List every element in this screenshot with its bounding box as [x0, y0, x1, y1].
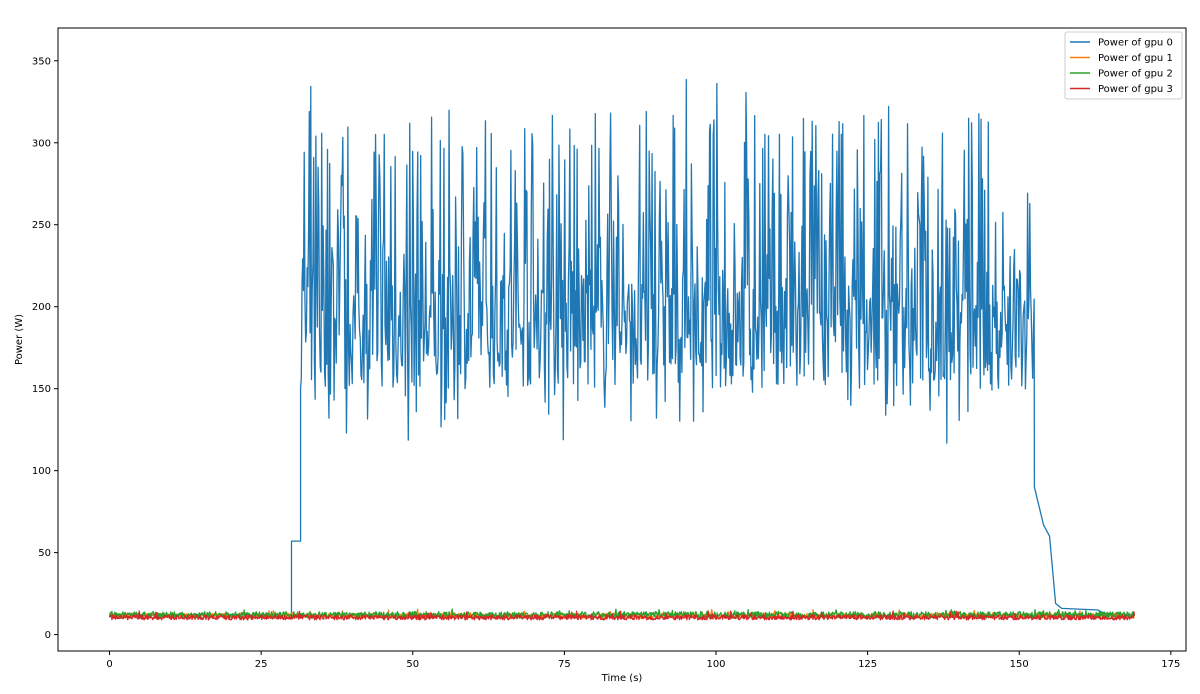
y-tick-label: 100: [32, 466, 51, 477]
legend-entry-label: Power of gpu 2: [1098, 69, 1173, 80]
x-tick-label: 50: [406, 659, 419, 670]
plot-area: [108, 78, 1136, 621]
x-tick-label: 75: [558, 659, 571, 670]
legend-entry-label: Power of gpu 1: [1098, 53, 1173, 64]
y-tick-label: 50: [38, 548, 51, 559]
x-tick-label: 25: [255, 659, 268, 670]
x-tick-label: 125: [858, 659, 877, 670]
x-tick-label: 100: [706, 659, 725, 670]
y-tick-label: 150: [32, 384, 51, 395]
x-axis: 0 25 50 75 100 125 150 175: [106, 651, 1180, 670]
legend-box: [1064, 31, 1183, 100]
y-axis: 0 50 100 150 200 250 300 350: [32, 56, 58, 641]
x-axis-label: Time (s): [601, 673, 643, 684]
legend-entry-label: Power of gpu 0: [1098, 38, 1173, 49]
y-tick-label: 300: [32, 138, 51, 149]
x-tick-label: 150: [1010, 659, 1029, 670]
y-axis-label: Power (W): [14, 314, 25, 365]
x-tick-label: 0: [106, 659, 112, 670]
axes-frame: [57, 27, 1187, 652]
y-tick-label: 250: [32, 220, 51, 231]
series-line-gpu-3: [109, 610, 1136, 621]
y-tick-label: 200: [32, 302, 51, 313]
y-tick-label: 350: [32, 56, 51, 67]
y-tick-label: 0: [45, 630, 51, 641]
legend: Power of gpu 0 Power of gpu 1 Power of gpu…: [1064, 31, 1183, 100]
x-tick-label: 175: [1161, 659, 1180, 670]
legend-entry-label: Power of gpu 3: [1098, 84, 1173, 95]
